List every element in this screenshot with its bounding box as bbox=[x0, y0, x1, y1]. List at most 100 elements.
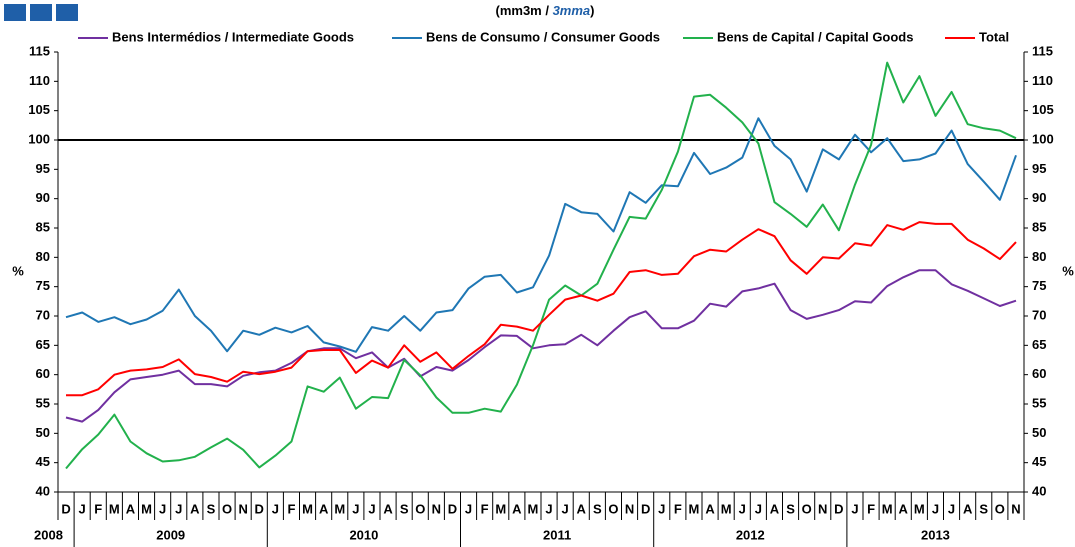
year-label: 2011 bbox=[543, 527, 571, 542]
series-line bbox=[65, 61, 1017, 470]
y2-tick-label: 100 bbox=[1032, 131, 1054, 146]
x-tick-label: A bbox=[512, 501, 522, 516]
x-tick-label: A bbox=[705, 501, 715, 516]
y2-tick-label: 45 bbox=[1032, 454, 1046, 469]
y2-tick-label: 95 bbox=[1032, 161, 1046, 176]
x-tick-label: J bbox=[465, 501, 472, 516]
year-label: 2012 bbox=[736, 527, 765, 542]
legend-label: Bens de Capital / Capital Goods bbox=[717, 29, 913, 44]
x-tick-label: F bbox=[287, 501, 295, 516]
x-tick-label: S bbox=[979, 501, 988, 516]
x-tick-label: N bbox=[432, 501, 441, 516]
x-tick-label: M bbox=[495, 501, 506, 516]
x-tick-label: J bbox=[851, 501, 858, 516]
x-tick-label: F bbox=[674, 501, 682, 516]
x-tick-label: J bbox=[948, 501, 955, 516]
x-tick-label: O bbox=[608, 501, 618, 516]
x-tick-label: F bbox=[481, 501, 489, 516]
y-tick-label: 110 bbox=[29, 73, 50, 88]
x-tick-label: M bbox=[302, 501, 313, 516]
x-tick-label: A bbox=[963, 501, 973, 516]
x-tick-label: D bbox=[61, 501, 70, 516]
x-tick-label: J bbox=[755, 501, 762, 516]
series-line bbox=[65, 117, 1017, 353]
y2-tick-label: 85 bbox=[1032, 219, 1046, 234]
x-tick-label: S bbox=[593, 501, 602, 516]
x-tick-label: A bbox=[899, 501, 909, 516]
x-tick-label: J bbox=[658, 501, 665, 516]
y-tick-label: 55 bbox=[36, 395, 50, 410]
year-label: 2008 bbox=[34, 527, 63, 542]
x-tick-label: A bbox=[577, 501, 587, 516]
x-tick-label: D bbox=[255, 501, 264, 516]
x-tick-label: J bbox=[739, 501, 746, 516]
x-tick-label: A bbox=[126, 501, 136, 516]
y-tick-label: 40 bbox=[36, 483, 50, 498]
y2-tick-label: 50 bbox=[1032, 425, 1046, 440]
x-tick-label: J bbox=[368, 501, 375, 516]
x-tick-label: A bbox=[383, 501, 393, 516]
x-tick-label: N bbox=[818, 501, 827, 516]
x-tick-label: S bbox=[786, 501, 795, 516]
x-tick-label: J bbox=[932, 501, 939, 516]
series-line bbox=[66, 221, 1017, 397]
series-line bbox=[65, 269, 1017, 423]
y-tick-label: 90 bbox=[36, 190, 50, 205]
y2-tick-label: 60 bbox=[1032, 366, 1046, 381]
y-tick-label: 45 bbox=[36, 454, 50, 469]
x-tick-label: N bbox=[1011, 501, 1020, 516]
year-label: 2010 bbox=[349, 527, 378, 542]
y2-tick-label: 40 bbox=[1032, 483, 1046, 498]
x-tick-label: O bbox=[995, 501, 1005, 516]
y2-tick-label: 65 bbox=[1032, 337, 1046, 352]
x-tick-label: F bbox=[867, 501, 875, 516]
x-tick-label: D bbox=[834, 501, 843, 516]
x-tick-label: J bbox=[562, 501, 569, 516]
y-tick-label: 50 bbox=[36, 425, 50, 440]
x-tick-label: M bbox=[914, 501, 925, 516]
x-tick-label: M bbox=[109, 501, 120, 516]
legend-label: Bens Intermédios / Intermediate Goods bbox=[112, 29, 354, 44]
y-axis-label: % bbox=[12, 263, 24, 278]
x-tick-label: F bbox=[94, 501, 102, 516]
y-tick-label: 70 bbox=[36, 307, 50, 322]
title-part: 3mma bbox=[553, 3, 591, 18]
x-tick-label: D bbox=[448, 501, 457, 516]
x-tick-label: A bbox=[770, 501, 780, 516]
x-tick-label: M bbox=[528, 501, 539, 516]
logo-block bbox=[56, 4, 78, 21]
x-tick-label: J bbox=[175, 501, 182, 516]
x-tick-label: O bbox=[415, 501, 425, 516]
x-tick-label: D bbox=[641, 501, 650, 516]
x-tick-label: N bbox=[238, 501, 247, 516]
y2-tick-label: 105 bbox=[1032, 102, 1054, 117]
y-tick-label: 80 bbox=[36, 249, 50, 264]
y-tick-label: 95 bbox=[36, 161, 50, 176]
y2-tick-label: 80 bbox=[1032, 249, 1046, 264]
x-tick-label: S bbox=[207, 501, 216, 516]
legend-label: Total bbox=[979, 29, 1009, 44]
x-tick-label: A bbox=[319, 501, 329, 516]
y2-tick-label: 70 bbox=[1032, 307, 1046, 322]
y2-tick-label: 115 bbox=[1032, 43, 1053, 58]
logo-block bbox=[4, 4, 26, 21]
year-label: 2009 bbox=[156, 527, 185, 542]
y2-tick-label: 90 bbox=[1032, 190, 1046, 205]
x-tick-label: M bbox=[689, 501, 700, 516]
x-tick-label: J bbox=[159, 501, 166, 516]
y-tick-label: 65 bbox=[36, 337, 50, 352]
title-part: ) bbox=[590, 3, 594, 18]
logo-block bbox=[30, 4, 52, 21]
chart-title: (mm3m / 3mma) bbox=[496, 3, 595, 18]
y2-tick-label: 110 bbox=[1032, 73, 1053, 88]
x-tick-label: J bbox=[79, 501, 86, 516]
y-tick-label: 105 bbox=[28, 102, 50, 117]
x-tick-label: M bbox=[334, 501, 345, 516]
y-tick-label: 75 bbox=[36, 278, 50, 293]
x-tick-label: M bbox=[882, 501, 893, 516]
legend-label: Bens de Consumo / Consumer Goods bbox=[426, 29, 660, 44]
x-tick-label: J bbox=[272, 501, 279, 516]
title-part: (mm3m / bbox=[496, 3, 553, 18]
x-tick-label: N bbox=[625, 501, 634, 516]
